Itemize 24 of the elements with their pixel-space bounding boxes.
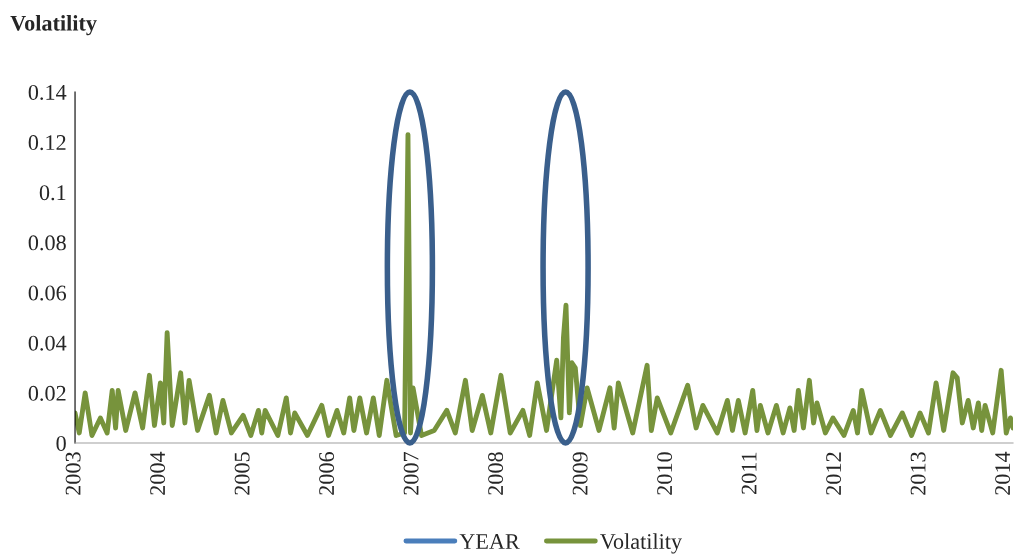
- x-tick-label: 2010: [657, 452, 673, 495]
- legend-label: YEAR: [459, 534, 520, 549]
- y-tick-label: 0.02: [28, 385, 66, 401]
- x-tick-label: 2004: [150, 451, 166, 495]
- legend-label: Volatility: [600, 533, 682, 554]
- x-tick-label: 2005: [234, 452, 250, 495]
- chart-title: Volatility: [10, 15, 97, 36]
- x-tick-label: 2009: [572, 452, 588, 495]
- x-tick-label: 2007: [403, 451, 419, 495]
- y-tick-label: 0.1: [39, 185, 66, 201]
- x-tick-label: 2003: [65, 452, 81, 495]
- x-tick-label: 2014: [995, 451, 1011, 495]
- line-series: [75, 132, 1013, 438]
- y-tick-label: 0.14: [28, 84, 67, 100]
- x-tick-label: 2006: [319, 452, 335, 495]
- y-tick-label: 0.06: [28, 285, 67, 301]
- x-tick-label: 2013: [910, 452, 926, 495]
- x-tick-label: 2011: [741, 452, 757, 494]
- y-tick-label: 0.04: [28, 335, 67, 351]
- y-tick-label: 0.08: [28, 235, 66, 251]
- x-tick-label: 2012: [826, 452, 842, 495]
- y-tick-label: 0.12: [28, 135, 66, 151]
- x-tick-label: 2008: [488, 452, 504, 495]
- y-tick-label: 0: [56, 435, 66, 451]
